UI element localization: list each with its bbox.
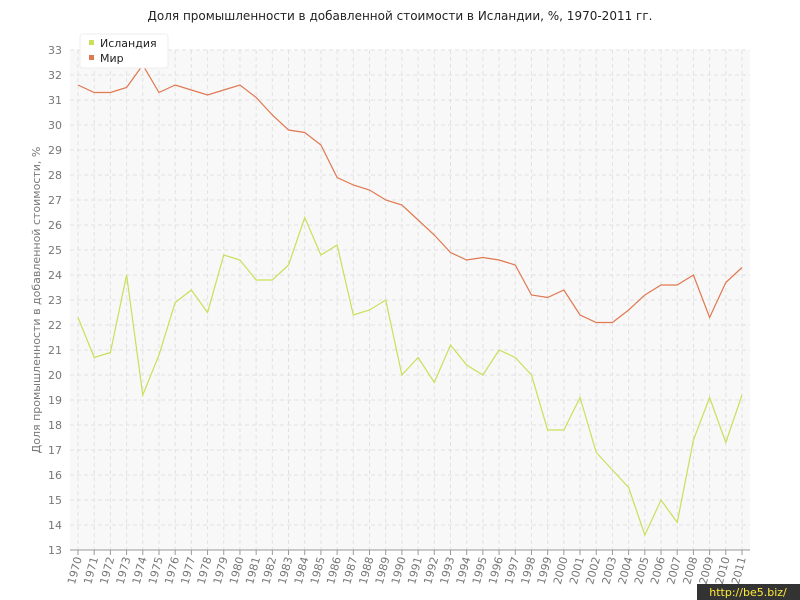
- y-tick-label: 16: [48, 469, 62, 482]
- y-tick-label: 33: [48, 44, 62, 57]
- legend-label: Исландия: [100, 37, 157, 50]
- chart-title: Доля промышленности в добавленной стоимо…: [148, 9, 653, 23]
- y-tick-label: 29: [48, 144, 62, 157]
- legend-swatch: [89, 55, 94, 60]
- y-tick-label: 17: [48, 444, 62, 457]
- y-tick-label: 22: [48, 319, 62, 332]
- series-line: [77, 215, 743, 537]
- legend-swatch: [89, 40, 94, 45]
- lines: [77, 63, 743, 537]
- y-axis-label: Доля промышленности в добавленной стоимо…: [30, 147, 43, 454]
- legend: Исландия Мир: [79, 33, 169, 69]
- legend-label: Мир: [100, 52, 124, 65]
- legend-box: [79, 33, 169, 69]
- watermark: http://be5.biz/: [709, 586, 787, 599]
- y-tick-label: 19: [48, 394, 62, 407]
- y-tick-label: 24: [48, 269, 62, 282]
- y-tick-label: 13: [48, 544, 62, 557]
- y-tick-label: 32: [48, 69, 62, 82]
- y-tick-label: 27: [48, 194, 62, 207]
- y-tick-label: 26: [48, 219, 62, 232]
- y-tick-label: 30: [48, 119, 62, 132]
- watermark-bg: [697, 584, 800, 600]
- y-tick-label: 31: [48, 94, 62, 107]
- y-tick-label: 25: [48, 244, 62, 257]
- series-line: [77, 63, 743, 324]
- y-tick-label: 18: [48, 419, 62, 432]
- y-tick-label: 21: [48, 344, 62, 357]
- y-tick-label: 14: [48, 519, 62, 532]
- y-tick-label: 20: [48, 369, 62, 382]
- y-tick-label: 23: [48, 294, 62, 307]
- y-tick-label: 15: [48, 494, 62, 507]
- y-tick-label: 28: [48, 169, 62, 182]
